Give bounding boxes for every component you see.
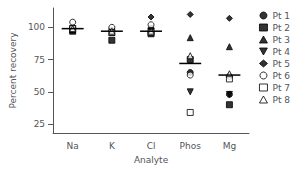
svg-text:K: K [109,141,116,151]
svg-text:Mg: Mg [223,141,236,151]
svg-text:Percent recovery: Percent recovery [8,32,18,109]
svg-text:Phos: Phos [180,141,202,151]
svg-text:Pt 8: Pt 8 [272,95,290,105]
svg-text:50: 50 [34,87,46,97]
svg-text:Cl: Cl [147,141,156,151]
svg-text:Analyte: Analyte [134,155,169,165]
svg-text:Pt 7: Pt 7 [272,83,290,93]
svg-text:Pt 6: Pt 6 [272,71,290,81]
svg-text:100: 100 [28,22,45,32]
svg-text:25: 25 [34,119,45,129]
svg-text:Pt 3: Pt 3 [272,35,290,45]
svg-text:75: 75 [34,55,45,65]
svg-text:Pt 4: Pt 4 [272,47,290,57]
svg-text:Pt 1: Pt 1 [272,11,290,21]
svg-text:Pt 2: Pt 2 [272,23,290,33]
svg-text:Na: Na [67,141,79,151]
svg-text:Pt 5: Pt 5 [272,59,290,69]
